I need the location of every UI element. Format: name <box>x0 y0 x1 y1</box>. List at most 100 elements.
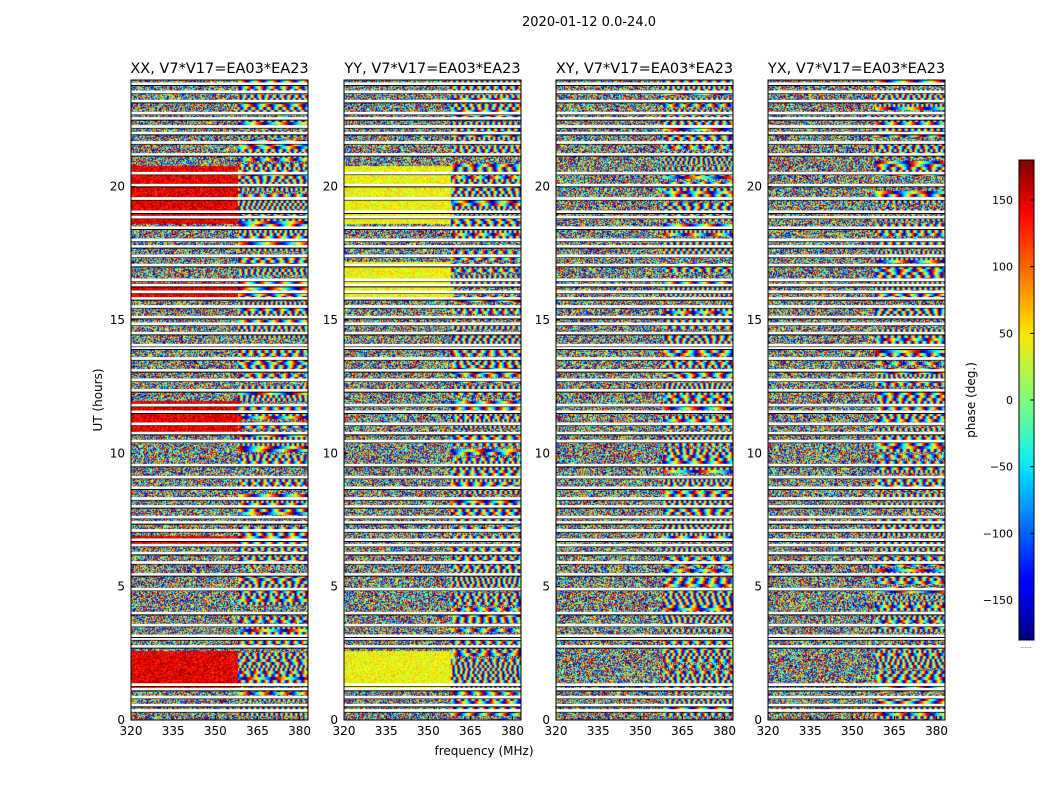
panel-title: YY, V7*V17=EA03*EA23 <box>343 61 520 77</box>
time-gap <box>556 551 733 555</box>
time-gap <box>131 245 308 249</box>
time-gap <box>556 475 733 479</box>
time-gap <box>768 645 945 649</box>
y-tick-label: 15 <box>110 313 125 327</box>
time-gap <box>556 245 733 249</box>
time-gap <box>344 637 521 641</box>
time-gap <box>556 637 733 641</box>
time-gap <box>344 695 521 699</box>
x-tick-label: 380 <box>925 724 948 738</box>
time-gap <box>768 439 945 443</box>
time-gap <box>131 254 308 258</box>
time-gap <box>768 131 945 135</box>
time-gap <box>768 497 945 501</box>
time-gap <box>344 82 521 86</box>
time-gap <box>556 497 733 501</box>
colorbar-ticks: −150 −100 −50 0 50 100 150 <box>983 194 1034 607</box>
time-gap <box>768 369 945 373</box>
time-gap <box>131 125 308 129</box>
time-gap <box>131 611 308 615</box>
time-gap <box>131 90 308 94</box>
time-gap <box>344 254 521 258</box>
panel-frame <box>343 79 522 721</box>
time-gap <box>768 153 945 157</box>
time-gap <box>556 422 733 426</box>
time-gap <box>556 322 733 326</box>
colorbar: −150 −100 −50 0 50 100 150 phase (deg.) ...... <box>964 159 1035 650</box>
time-gap <box>768 529 945 533</box>
time-gap <box>131 623 308 627</box>
time-gap <box>556 254 733 258</box>
time-gap <box>344 171 521 175</box>
time-gap <box>131 687 308 691</box>
time-gap <box>768 611 945 615</box>
time-gap <box>344 538 521 542</box>
time-gap <box>768 111 945 115</box>
time-gap <box>556 238 733 242</box>
time-gap <box>131 587 308 591</box>
time-gap <box>344 226 521 230</box>
time-gap <box>344 283 521 287</box>
time-gap <box>344 369 521 373</box>
time-gap <box>556 561 733 565</box>
time-gap <box>556 369 733 373</box>
time-gap <box>131 634 308 638</box>
time-gap <box>131 283 308 287</box>
colorbar-tick-label: 0 <box>1006 394 1013 407</box>
time-gap <box>768 343 945 347</box>
time-gap <box>131 422 308 426</box>
y-tick-label: 0 <box>542 713 550 727</box>
time-gap <box>131 343 308 347</box>
y-tick-label: 0 <box>754 713 762 727</box>
time-gap <box>131 141 308 145</box>
time-gap <box>131 346 308 350</box>
time-gap <box>344 153 521 157</box>
time-gap <box>556 171 733 175</box>
time-gap <box>768 587 945 591</box>
time-gap <box>131 497 308 501</box>
time-gap <box>344 346 521 350</box>
time-gap <box>556 529 733 533</box>
y-tick-label: 20 <box>535 180 550 194</box>
x-tick-label: 380 <box>713 724 736 738</box>
time-gap <box>131 153 308 157</box>
time-gap <box>556 99 733 103</box>
time-gap <box>344 410 521 414</box>
y-tick-label: 20 <box>323 180 338 194</box>
time-gap <box>344 587 521 591</box>
time-gap <box>768 486 945 490</box>
time-gap <box>131 475 308 479</box>
time-gap <box>344 709 521 713</box>
time-gap <box>768 290 945 294</box>
x-tick-label: 320 <box>757 724 780 738</box>
time-gap <box>344 263 521 267</box>
time-gap <box>131 410 308 414</box>
time-gap <box>131 315 308 319</box>
colorbar-tick-label: −100 <box>983 527 1013 540</box>
time-gap <box>344 278 521 282</box>
time-gap <box>768 683 945 687</box>
time-gap <box>131 573 308 577</box>
time-gap <box>768 297 945 301</box>
time-gap <box>344 117 521 121</box>
time-gap <box>131 290 308 294</box>
panel-frame <box>555 79 734 721</box>
time-gap <box>556 389 733 393</box>
time-gap <box>344 551 521 555</box>
y-tick-label: 10 <box>535 446 550 460</box>
x-tick-label: 320 <box>333 724 356 738</box>
panel-frame <box>130 79 309 721</box>
y-tick-label: 20 <box>110 180 125 194</box>
time-gap <box>344 111 521 115</box>
time-gap <box>768 378 945 382</box>
y-tick-label: 20 <box>747 180 762 194</box>
time-gap <box>768 422 945 426</box>
y-tick-label: 10 <box>747 446 762 460</box>
time-gap <box>768 331 945 335</box>
x-tick-label: 320 <box>120 724 143 738</box>
time-gap <box>556 623 733 627</box>
time-gap <box>556 521 733 525</box>
time-gap <box>344 315 521 319</box>
time-gap <box>556 90 733 94</box>
time-gap <box>768 687 945 691</box>
